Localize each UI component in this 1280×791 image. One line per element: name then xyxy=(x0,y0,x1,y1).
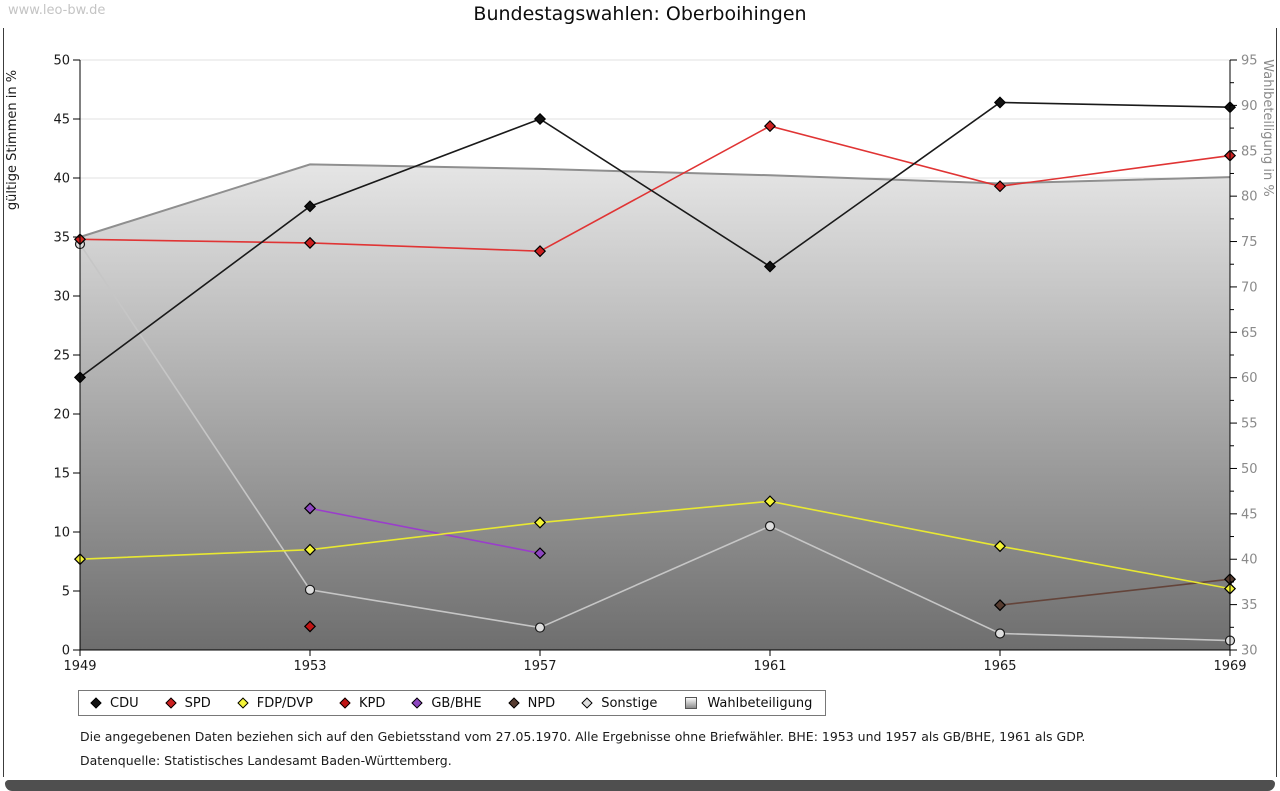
legend: CDU SPD FDP/DVP KPD GB/BHE NPD Sonstige Wahlbet… xyxy=(78,690,827,716)
legend-item-sonstige: Sonstige xyxy=(581,695,658,711)
svg-text:10: 10 xyxy=(53,526,70,541)
svg-text:1969: 1969 xyxy=(1213,659,1246,674)
right-axis-title: Wahlbeteiligung in % xyxy=(1260,59,1275,196)
legend-marker-npd-icon xyxy=(507,697,520,709)
svg-text:0: 0 xyxy=(62,644,70,659)
legend-item-gb-bhe: GB/BHE xyxy=(411,695,482,711)
svg-text:1949: 1949 xyxy=(63,659,96,674)
svg-text:20: 20 xyxy=(53,408,70,423)
svg-text:90: 90 xyxy=(1241,99,1258,114)
svg-text:30: 30 xyxy=(1241,644,1258,659)
svg-text:80: 80 xyxy=(1241,190,1258,205)
svg-text:95: 95 xyxy=(1241,54,1258,69)
legend-item-spd: SPD xyxy=(164,695,211,711)
svg-text:35: 35 xyxy=(1241,598,1258,613)
legend-marker-cdu-icon xyxy=(90,697,102,709)
legend-marker-spd-icon xyxy=(164,697,177,709)
svg-text:60: 60 xyxy=(1241,371,1258,386)
series-kpd xyxy=(303,620,317,633)
svg-text:70: 70 xyxy=(1241,280,1258,295)
legend-marker-sonstige-icon xyxy=(581,697,593,709)
svg-text:40: 40 xyxy=(1241,553,1258,568)
series-sonstige xyxy=(74,238,1236,646)
svg-text:50: 50 xyxy=(53,54,70,69)
legend-item-npd: NPD xyxy=(507,695,556,711)
page-title: Bundestagswahlen: Oberboihingen xyxy=(473,3,807,25)
footnote-datenquelle: Datenquelle: Statistisches Landesamt Bad… xyxy=(80,753,452,768)
svg-text:1953: 1953 xyxy=(293,659,326,674)
svg-text:25: 25 xyxy=(53,349,70,364)
svg-text:65: 65 xyxy=(1241,326,1258,341)
turnout-area xyxy=(80,164,1230,650)
svg-text:45: 45 xyxy=(53,113,70,128)
content-frame xyxy=(3,28,1277,777)
svg-text:75: 75 xyxy=(1241,235,1258,250)
series-spd xyxy=(73,120,1237,258)
legend-label-sonstige: Sonstige xyxy=(601,695,658,711)
series-cdu xyxy=(73,96,1237,384)
legend-marker-fdp-dvp-icon xyxy=(237,697,249,709)
svg-text:1957: 1957 xyxy=(523,659,556,674)
legend-item-kpd: KPD xyxy=(339,695,386,711)
legend-item-fdp-dvp: FDP/DVP xyxy=(237,695,313,711)
legend-label-spd: SPD xyxy=(184,695,211,711)
election-line-chart: 0 5 10 15 20 25 30 35 40 45 50 gültige Stimmen in %… xyxy=(5,54,1275,675)
svg-text:15: 15 xyxy=(53,467,70,482)
left-axis-title: gültige Stimmen in % xyxy=(5,70,20,210)
svg-text:1965: 1965 xyxy=(983,659,1016,674)
svg-text:45: 45 xyxy=(1241,507,1258,522)
footnote-gebietsstand: Die angegebenen Daten beziehen sich auf … xyxy=(80,729,1086,744)
svg-text:30: 30 xyxy=(53,290,70,305)
turnout-line xyxy=(79,163,1231,238)
legend-label-fdp-dvp: FDP/DVP xyxy=(256,695,313,711)
legend-item-wahlbeteiligung: Wahlbeteiligung xyxy=(685,696,812,711)
svg-text:1961: 1961 xyxy=(753,659,786,674)
legend-marker-gb-bhe-icon xyxy=(411,697,423,709)
svg-text:55: 55 xyxy=(1241,417,1258,432)
svg-text:35: 35 xyxy=(53,231,70,246)
svg-text:40: 40 xyxy=(53,172,70,187)
series-gb-bhe xyxy=(303,502,547,560)
legend-label-wahlbeteiligung: Wahlbeteiligung xyxy=(707,695,813,711)
legend-label-cdu: CDU xyxy=(110,695,139,711)
x-axis: 1949 1953 1957 1961 1965 1969 xyxy=(63,650,1247,674)
legend-item-cdu: CDU xyxy=(90,695,139,711)
legend-label-kpd: KPD xyxy=(358,695,386,711)
right-axis: 30 35 40 45 50 55 60 65 70 75 80 85 90 95 Wahlbeteilig… xyxy=(1230,54,1275,659)
svg-text:50: 50 xyxy=(1241,462,1258,477)
legend-marker-kpd-icon xyxy=(339,697,351,709)
bottom-edge-bar xyxy=(5,780,1275,791)
svg-text:5: 5 xyxy=(62,585,70,600)
site-watermark: www.leo-bw.de xyxy=(8,3,106,18)
legend-marker-wahlbeteiligung-icon xyxy=(685,697,698,709)
left-axis: 0 5 10 15 20 25 30 35 40 45 50 gültige Stimmen in % xyxy=(5,54,80,659)
legend-label-npd: NPD xyxy=(527,695,556,711)
svg-text:85: 85 xyxy=(1241,144,1258,159)
legend-label-gb-bhe: GB/BHE xyxy=(431,695,482,711)
